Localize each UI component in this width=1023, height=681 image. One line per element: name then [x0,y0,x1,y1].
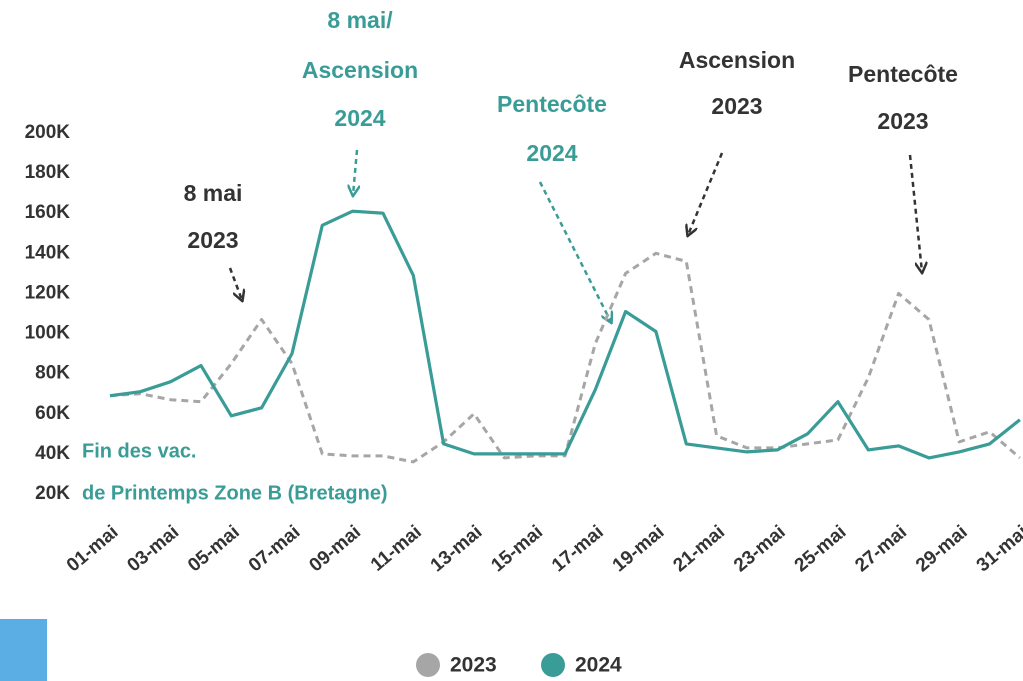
y-tick-label: 40K [35,443,70,464]
annotation: 8 mai/ [327,7,393,33]
x-tick-label: 21-mai [669,522,729,577]
annotation: 2023 [187,227,238,253]
x-tick-label: 25-mai [791,522,851,577]
x-tick-label: 27-mai [851,522,911,577]
arrow [228,267,242,300]
x-tick-label: 13-mai [427,522,487,577]
legend-swatch [416,653,440,677]
annotation: Ascension [679,47,795,73]
y-tick-label: 160K [25,202,71,223]
x-tick-label: 09-mai [305,522,365,577]
legend-swatch [541,653,565,677]
x-tick-label: 23-mai [730,522,790,577]
annotation: 8 mai [184,180,243,206]
legend-label: 2024 [575,654,622,677]
annotation: 2024 [526,140,577,166]
y-tick-label: 100K [25,323,71,344]
x-tick-label: 29-mai [912,522,972,577]
legend-label: 2023 [450,654,497,677]
y-tick-label: 60K [35,403,70,424]
y-tick-label: 80K [35,363,70,384]
x-tick-label: 31-mai [973,522,1023,577]
annotation: Fin des vac. [82,440,197,462]
y-tick-label: 200K [25,122,71,143]
x-tick-label: 01-mai [63,522,123,577]
annotation: 2023 [877,108,928,134]
annotation: de Printemps Zone B (Bretagne) [82,482,388,504]
arrow [688,152,724,235]
x-tick-label: 03-mai [123,522,183,577]
annotation: 2024 [334,105,385,131]
x-tick-label: 17-mai [548,522,608,577]
corner-block [0,619,47,681]
x-tick-label: 15-mai [487,522,547,577]
y-tick-label: 180K [25,162,71,183]
line-series [109,209,1021,460]
y-tick-label: 140K [25,242,71,263]
annotation-arrows [228,149,922,322]
x-tick-label: 19-mai [609,522,669,577]
arrow [538,181,611,322]
annotation: Pentecôte [497,91,607,117]
arrow [353,149,357,195]
x-tick-label: 05-mai [184,522,244,577]
annotation: Ascension [302,57,418,83]
x-tick-label: 11-mai [367,522,426,576]
line-series [109,251,1021,464]
arrow [908,154,922,272]
x-tick-label: 07-mai [245,522,305,577]
y-tick-label: 20K [35,483,70,504]
annotation: Pentecôte [848,61,958,87]
y-tick-label: 120K [25,282,71,303]
annotation: 2023 [711,93,762,119]
